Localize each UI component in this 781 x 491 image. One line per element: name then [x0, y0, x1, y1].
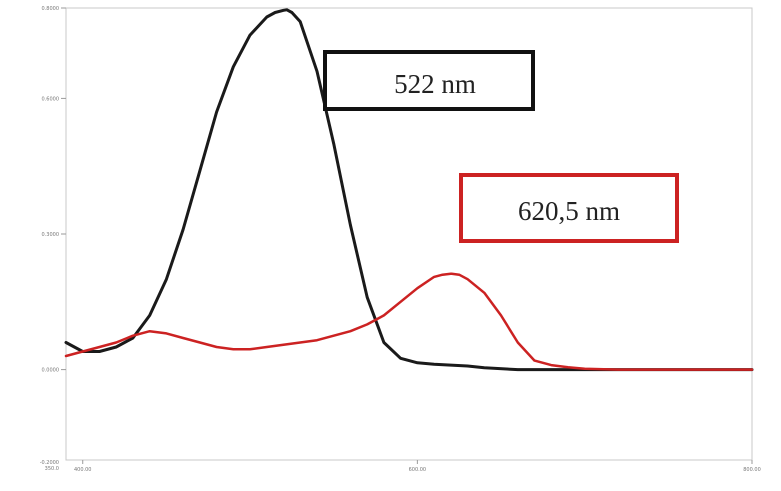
x-min-label: 350.0	[45, 466, 59, 472]
series-line-1	[64, 8, 754, 372]
x-tick-label: 800.00	[743, 467, 761, 473]
y-tick-label: 0.8000	[42, 6, 60, 12]
x-tick-label: 600.00	[409, 467, 427, 473]
annotation-620nm: 620,5 nm	[459, 173, 679, 243]
series-line-2	[64, 272, 754, 371]
annotation-522nm: 522 nm	[323, 50, 535, 111]
y-tick-label: 0.3000	[42, 232, 60, 238]
y-min-label: -0.2000	[40, 460, 59, 466]
y-tick-label: 0.0000	[42, 368, 60, 374]
annotation-620nm-box	[459, 173, 679, 243]
annotation-522nm-label: 522 nm	[394, 69, 476, 99]
y-tick-label: 0.6000	[42, 96, 60, 102]
x-axis: 400.00 600.00 800.00 350.0	[45, 460, 761, 473]
annotation-522nm-box	[323, 50, 535, 111]
annotation-620nm-label: 620,5 nm	[518, 196, 620, 226]
x-tick-label: 400.00	[74, 467, 92, 473]
y-axis: 0.0000 0.3000 0.6000 0.8000 -0.2000	[40, 6, 66, 466]
series-layer	[64, 8, 754, 372]
